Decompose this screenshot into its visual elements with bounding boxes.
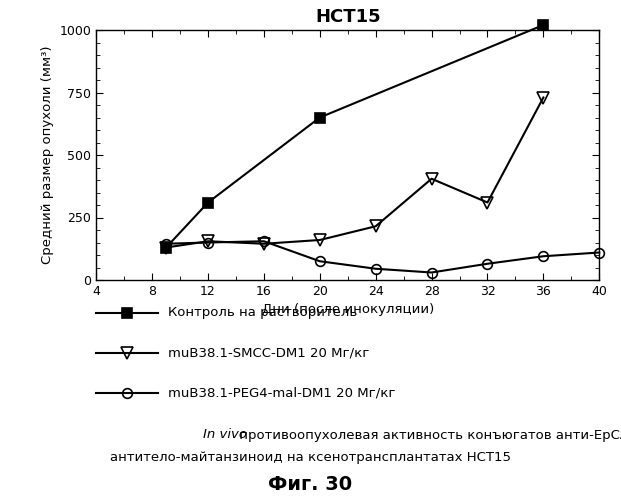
Text: Фиг. 30: Фиг. 30	[268, 476, 353, 494]
Title: НСТ15: НСТ15	[315, 8, 381, 26]
Text: антитело-майтанзиноид на ксенотрансплантатах НСТ15: антитело-майтанзиноид на ксенотрансплант…	[110, 451, 511, 464]
Text: In vivo: In vivo	[203, 428, 247, 442]
Text: Контроль на растворитель: Контроль на растворитель	[168, 306, 357, 319]
Y-axis label: Средний размер опухоли (мм³): Средний размер опухоли (мм³)	[41, 46, 54, 264]
Text: muB38.1-SMCC-DM1 20 Мг/кг: muB38.1-SMCC-DM1 20 Мг/кг	[168, 346, 369, 359]
X-axis label: Дни (после инокуляции): Дни (после инокуляции)	[261, 304, 434, 316]
Text: muB38.1-PEG4-mal-DM1 20 Мг/кг: muB38.1-PEG4-mal-DM1 20 Мг/кг	[168, 386, 395, 399]
Text: противоопухолевая активность конъюгатов анти-EpCAM: противоопухолевая активность конъюгатов …	[235, 428, 621, 442]
